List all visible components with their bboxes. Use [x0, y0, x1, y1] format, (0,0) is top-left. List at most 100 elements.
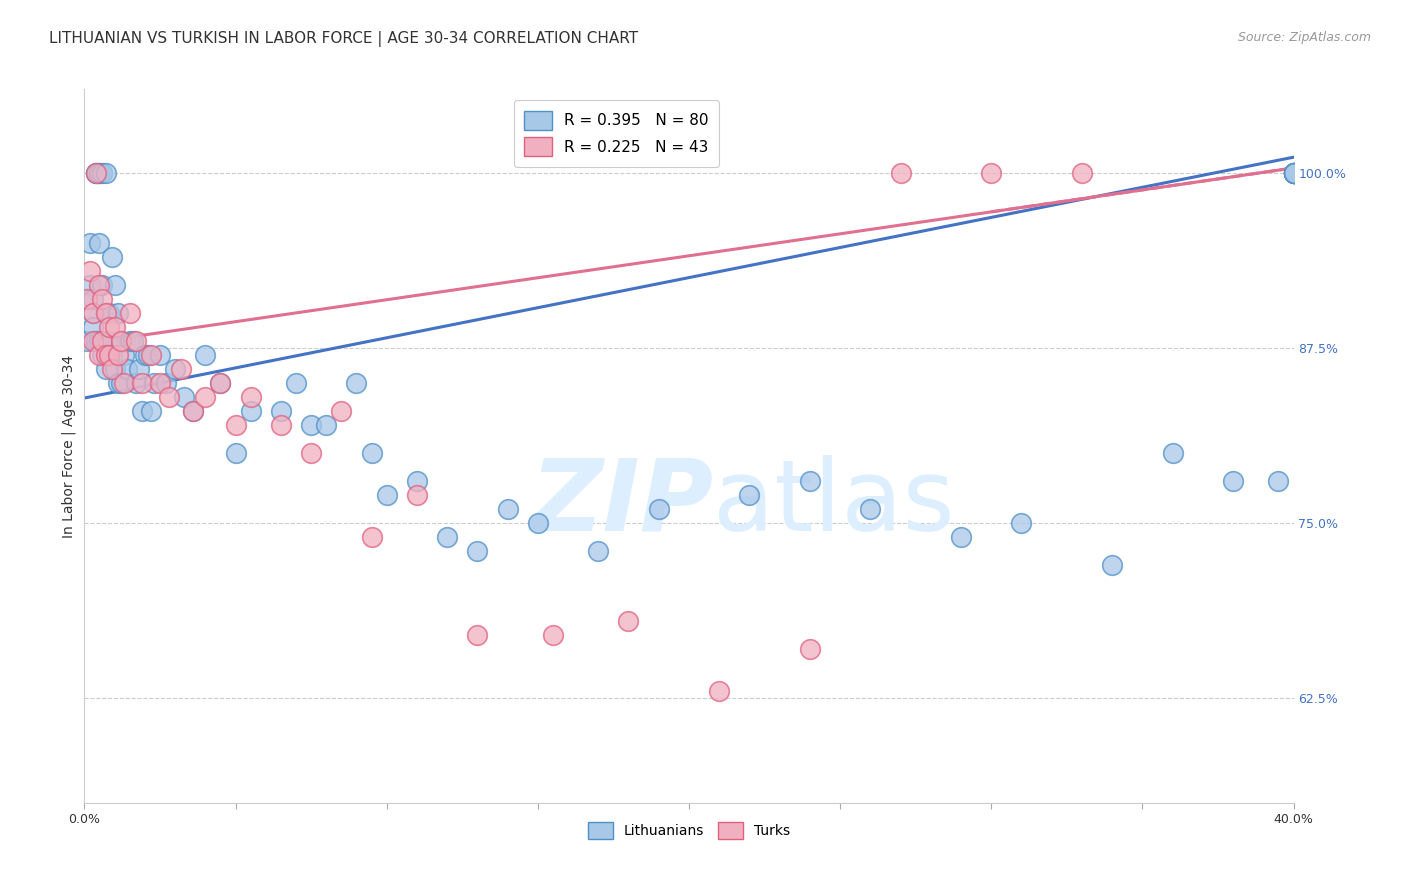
Point [97, 320, 120, 334]
Text: ZIP: ZIP [530, 455, 713, 551]
Point [360, 446, 382, 460]
Point [315, 417, 337, 432]
Point [181, 404, 204, 418]
Point [86, 334, 108, 348]
Point [170, 362, 193, 376]
Point [209, 376, 232, 390]
Text: atlas: atlas [713, 455, 955, 551]
Point [134, 348, 156, 362]
Point [82, 334, 104, 348]
Point [110, 334, 132, 348]
Point [89, 166, 111, 180]
Point [1222, 474, 1244, 488]
Point [467, 628, 489, 642]
Point [375, 488, 398, 502]
Point [107, 306, 129, 320]
Point [89, 334, 111, 348]
Point [86, 166, 108, 180]
Point [118, 306, 141, 320]
Point [110, 334, 132, 348]
Point [239, 390, 262, 404]
Point [142, 376, 165, 390]
Point [79, 278, 101, 293]
Point [91, 278, 114, 293]
Point [91, 334, 114, 348]
Point [100, 250, 122, 264]
Point [799, 641, 821, 656]
Point [588, 544, 610, 558]
Point [1267, 474, 1289, 488]
Point [406, 474, 429, 488]
Point [79, 236, 101, 251]
Point [1071, 166, 1094, 180]
Point [1011, 516, 1033, 530]
Point [239, 404, 262, 418]
Point [139, 404, 162, 418]
Point [112, 348, 135, 362]
Point [131, 376, 153, 390]
Point [89, 348, 111, 362]
Point [225, 417, 247, 432]
Point [181, 404, 204, 418]
Point [436, 530, 458, 544]
Point [1282, 166, 1305, 180]
Point [89, 166, 111, 180]
Point [79, 264, 101, 278]
Point [617, 614, 640, 628]
Point [149, 376, 172, 390]
Point [82, 320, 104, 334]
Point [107, 348, 129, 362]
Point [648, 502, 671, 516]
Point [1282, 166, 1305, 180]
Point [94, 348, 117, 362]
Point [76, 292, 98, 306]
Point [346, 376, 368, 390]
Point [527, 516, 550, 530]
Point [155, 376, 177, 390]
Point [89, 278, 111, 293]
Y-axis label: In Labor Force | Age 30-34: In Labor Force | Age 30-34 [62, 354, 76, 538]
Point [496, 502, 519, 516]
Point [91, 348, 114, 362]
Point [112, 376, 135, 390]
Point [709, 684, 731, 698]
Point [104, 362, 127, 376]
Point [157, 390, 180, 404]
Point [91, 292, 114, 306]
Point [94, 166, 117, 180]
Point [1282, 166, 1305, 180]
Point [285, 376, 308, 390]
Point [94, 306, 117, 320]
Point [149, 348, 172, 362]
Point [118, 334, 141, 348]
Point [91, 166, 114, 180]
Point [209, 376, 232, 390]
Point [76, 334, 98, 348]
Point [115, 362, 138, 376]
Point [1101, 558, 1123, 572]
Point [94, 362, 117, 376]
Point [104, 278, 127, 293]
Point [82, 306, 104, 320]
Point [738, 488, 761, 502]
Point [1282, 166, 1305, 180]
Text: LITHUANIAN VS TURKISH IN LABOR FORCE | AGE 30-34 CORRELATION CHART: LITHUANIAN VS TURKISH IN LABOR FORCE | A… [49, 31, 638, 47]
Point [139, 348, 162, 362]
Point [136, 348, 159, 362]
Point [799, 474, 821, 488]
Point [100, 348, 122, 362]
Text: Source: ZipAtlas.com: Source: ZipAtlas.com [1237, 31, 1371, 45]
Point [82, 292, 104, 306]
Point [299, 417, 322, 432]
Point [121, 334, 143, 348]
Point [330, 404, 353, 418]
Point [194, 348, 217, 362]
Point [128, 362, 150, 376]
Point [225, 446, 247, 460]
Point [94, 306, 117, 320]
Point [406, 488, 429, 502]
Point [270, 417, 292, 432]
Point [86, 166, 108, 180]
Point [165, 362, 187, 376]
Point [541, 628, 564, 642]
